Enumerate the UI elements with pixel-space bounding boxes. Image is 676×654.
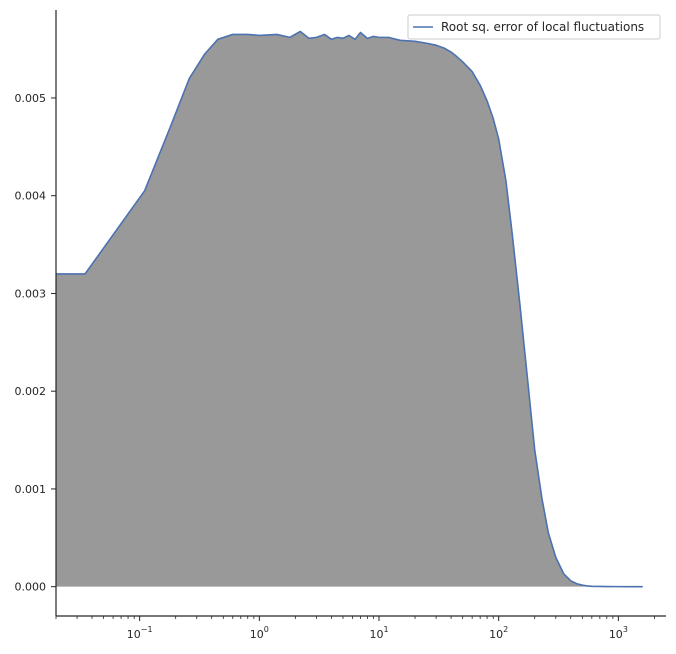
plot-area	[56, 30, 643, 588]
x-axis-ticks: 10−1 100 101 102 103	[55, 616, 655, 641]
y-axis-ticks: 0.000 0.001 0.002 0.003 0.004 0.005	[15, 92, 56, 594]
legend: Root sq. error of local fluctuations	[407, 14, 661, 40]
y-tick-label: 0.003	[15, 287, 47, 300]
series-line	[56, 30, 643, 588]
y-tick-label: 0.001	[15, 483, 47, 496]
legend-box	[407, 14, 661, 40]
y-tick-label: 0.000	[15, 581, 47, 594]
x-tick-label: 100	[250, 625, 269, 641]
x-tick-label: 102	[489, 625, 508, 641]
x-tick-label: 101	[369, 625, 388, 641]
series-area-fill	[56, 31, 643, 587]
x-tick-label: 103	[609, 625, 628, 641]
y-tick-label: 0.002	[15, 385, 47, 398]
y-tick-label: 0.004	[15, 190, 47, 203]
y-tick-label: 0.005	[15, 92, 47, 105]
x-tick-label: 10−1	[127, 625, 153, 641]
legend-label: Root sq. error of local fluctuations	[441, 20, 644, 34]
